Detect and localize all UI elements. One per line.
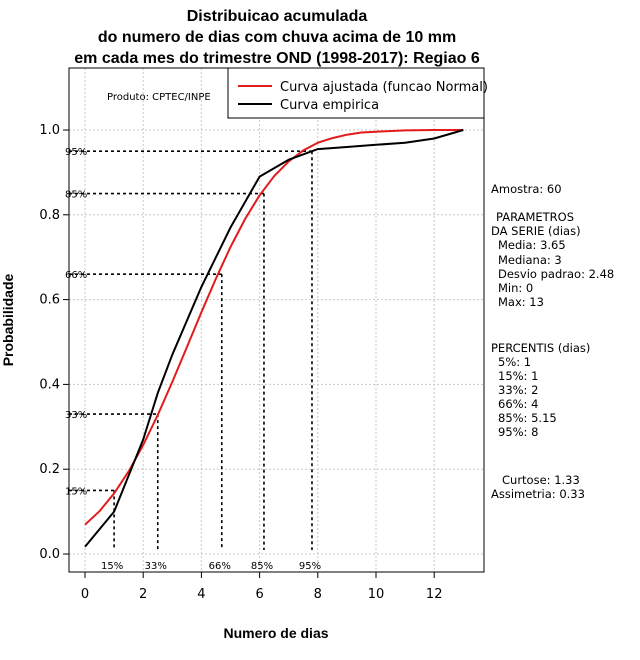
legend-box xyxy=(227,67,485,119)
grid-lines xyxy=(69,68,484,572)
statistics-panel: Amostra: 60 PARAMETROS DA SERIE (dias) M… xyxy=(491,182,614,501)
percentis-header: PERCENTIS (dias) xyxy=(491,341,590,355)
chart-title-line-3: em cada mes do trimestre OND (1998-2017)… xyxy=(74,50,480,67)
plot-frame xyxy=(68,67,485,573)
percentil-85: 85%: 5.15 xyxy=(498,411,557,425)
chart-title-line-1: Distribuicao acumulada xyxy=(187,8,368,25)
y-axis: 0.0 0.2 0.4 0.6 0.8 1.0 xyxy=(39,123,70,562)
kurtosis: Curtose: 1.33 xyxy=(502,473,580,487)
legend: Curva ajustada (funcao Normal) Curva emp… xyxy=(227,67,488,119)
params-header-1: PARAMETROS xyxy=(496,210,574,224)
percentile-label-y: 85% xyxy=(65,190,87,201)
x-tick-label: 2 xyxy=(139,587,147,602)
x-tick-label: 10 xyxy=(368,587,385,602)
legend-label-fitted: Curva ajustada (funcao Normal) xyxy=(280,80,488,95)
percentil-5: 5%: 1 xyxy=(498,355,531,369)
fitted-normal-curve xyxy=(84,129,464,526)
percentile-label-x: 85% xyxy=(251,561,273,572)
param-stddev: Desvio padrao: 2.48 xyxy=(498,267,614,281)
skewness: Assimetria: 0.33 xyxy=(491,487,585,501)
percentil-66: 66%: 4 xyxy=(498,397,538,411)
sample-size: Amostra: 60 xyxy=(491,182,562,196)
percentile-label-y: 66% xyxy=(65,270,87,281)
y-axis-title: Probabilidade xyxy=(0,274,16,367)
empirical-curve xyxy=(84,129,464,548)
percentile-label-x: 15% xyxy=(101,561,123,572)
percentile-label-y: 95% xyxy=(65,147,87,158)
x-tick-label: 0 xyxy=(81,587,89,602)
y-tick-label: 0.0 xyxy=(39,547,60,562)
x-tick-label: 8 xyxy=(314,587,322,602)
product-label: Produto: CPTEC/INPE xyxy=(107,92,211,103)
percentile-label-x: 66% xyxy=(209,561,231,572)
series-lines xyxy=(84,129,464,548)
percentile-guides: 15% 15% 33% 33% 66% 66% 85% 85% 95% 95% xyxy=(65,147,321,572)
params-header-2: DA SERIE (dias) xyxy=(491,224,581,238)
param-max: Max: 13 xyxy=(498,295,544,309)
percentile-label-y: 15% xyxy=(65,486,87,497)
percentil-33: 33%: 2 xyxy=(498,383,538,397)
x-tick-label: 6 xyxy=(255,587,263,602)
percentile-label-x: 95% xyxy=(299,561,321,572)
x-tick-label: 12 xyxy=(426,587,443,602)
param-median: Mediana: 3 xyxy=(498,253,562,267)
percentil-15: 15%: 1 xyxy=(498,369,538,383)
chart-title-line-2: do numero de dias com chuva acima de 10 … xyxy=(98,29,456,46)
y-tick-label: 0.2 xyxy=(39,462,60,477)
percentile-label-y: 33% xyxy=(65,410,87,421)
percentile-label-x: 33% xyxy=(145,561,167,572)
x-axis-title: Numero de dias xyxy=(223,625,328,641)
y-tick-label: 0.6 xyxy=(39,293,60,308)
param-min: Min: 0 xyxy=(498,281,533,295)
y-tick-label: 0.8 xyxy=(39,208,60,223)
y-tick-label: 1.0 xyxy=(39,123,60,138)
x-axis: 0 2 4 6 8 10 12 xyxy=(81,571,443,602)
legend-label-empirical: Curva empirica xyxy=(280,98,379,113)
y-tick-label: 0.4 xyxy=(39,377,60,392)
param-mean: Media: 3.65 xyxy=(498,238,566,252)
percentil-95: 95%: 8 xyxy=(498,425,538,439)
x-tick-label: 4 xyxy=(197,587,205,602)
